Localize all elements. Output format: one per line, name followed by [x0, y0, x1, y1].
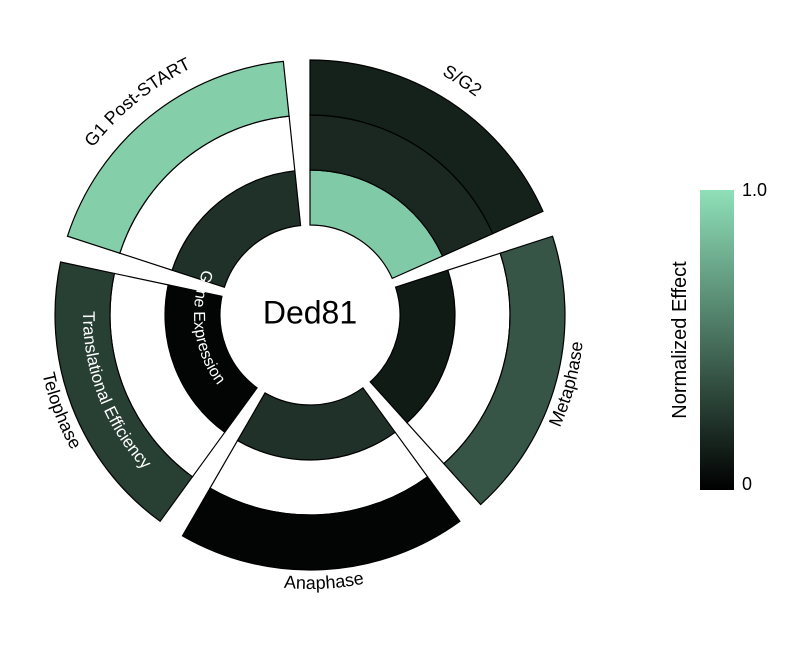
- center-label: Ded81: [263, 294, 357, 330]
- legend-tick-bottom: 0: [742, 474, 752, 494]
- legend-gradient-bar: [700, 190, 734, 490]
- phase-label-anaphase: Anaphase: [284, 568, 366, 593]
- colorbar-legend: 1.0 0 Normalized Effect: [669, 180, 767, 494]
- phase-label-s_g2: S/G2: [440, 61, 486, 100]
- legend-tick-top: 1.0: [742, 180, 767, 200]
- legend-title: Normalized Effect: [669, 261, 691, 419]
